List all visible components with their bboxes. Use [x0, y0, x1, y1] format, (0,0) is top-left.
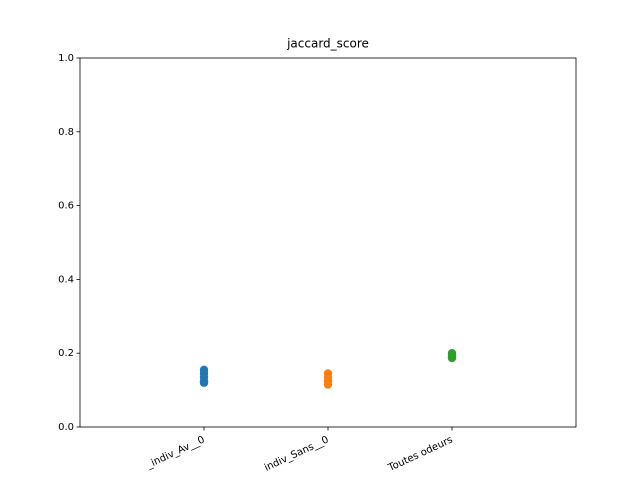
y-tick-label: 0.0: [58, 422, 74, 433]
point: [323, 380, 333, 389]
y-tick-label: 0.6: [58, 201, 74, 212]
y-tick-label: 0.2: [58, 348, 74, 359]
point: [199, 378, 209, 387]
y-tick-label: 0.8: [58, 127, 74, 138]
x-tick-label: indiv_Sans__0: [263, 434, 331, 473]
y-tick-label: 1.0: [58, 53, 74, 64]
y-tick-label: 0.4: [58, 274, 74, 285]
x-tick-label: Toutes odeurs: [386, 434, 455, 474]
x-tick-label: _indiv_Av__0: [144, 434, 206, 471]
point: [447, 353, 457, 363]
chart-title: jaccard_score: [286, 37, 369, 51]
